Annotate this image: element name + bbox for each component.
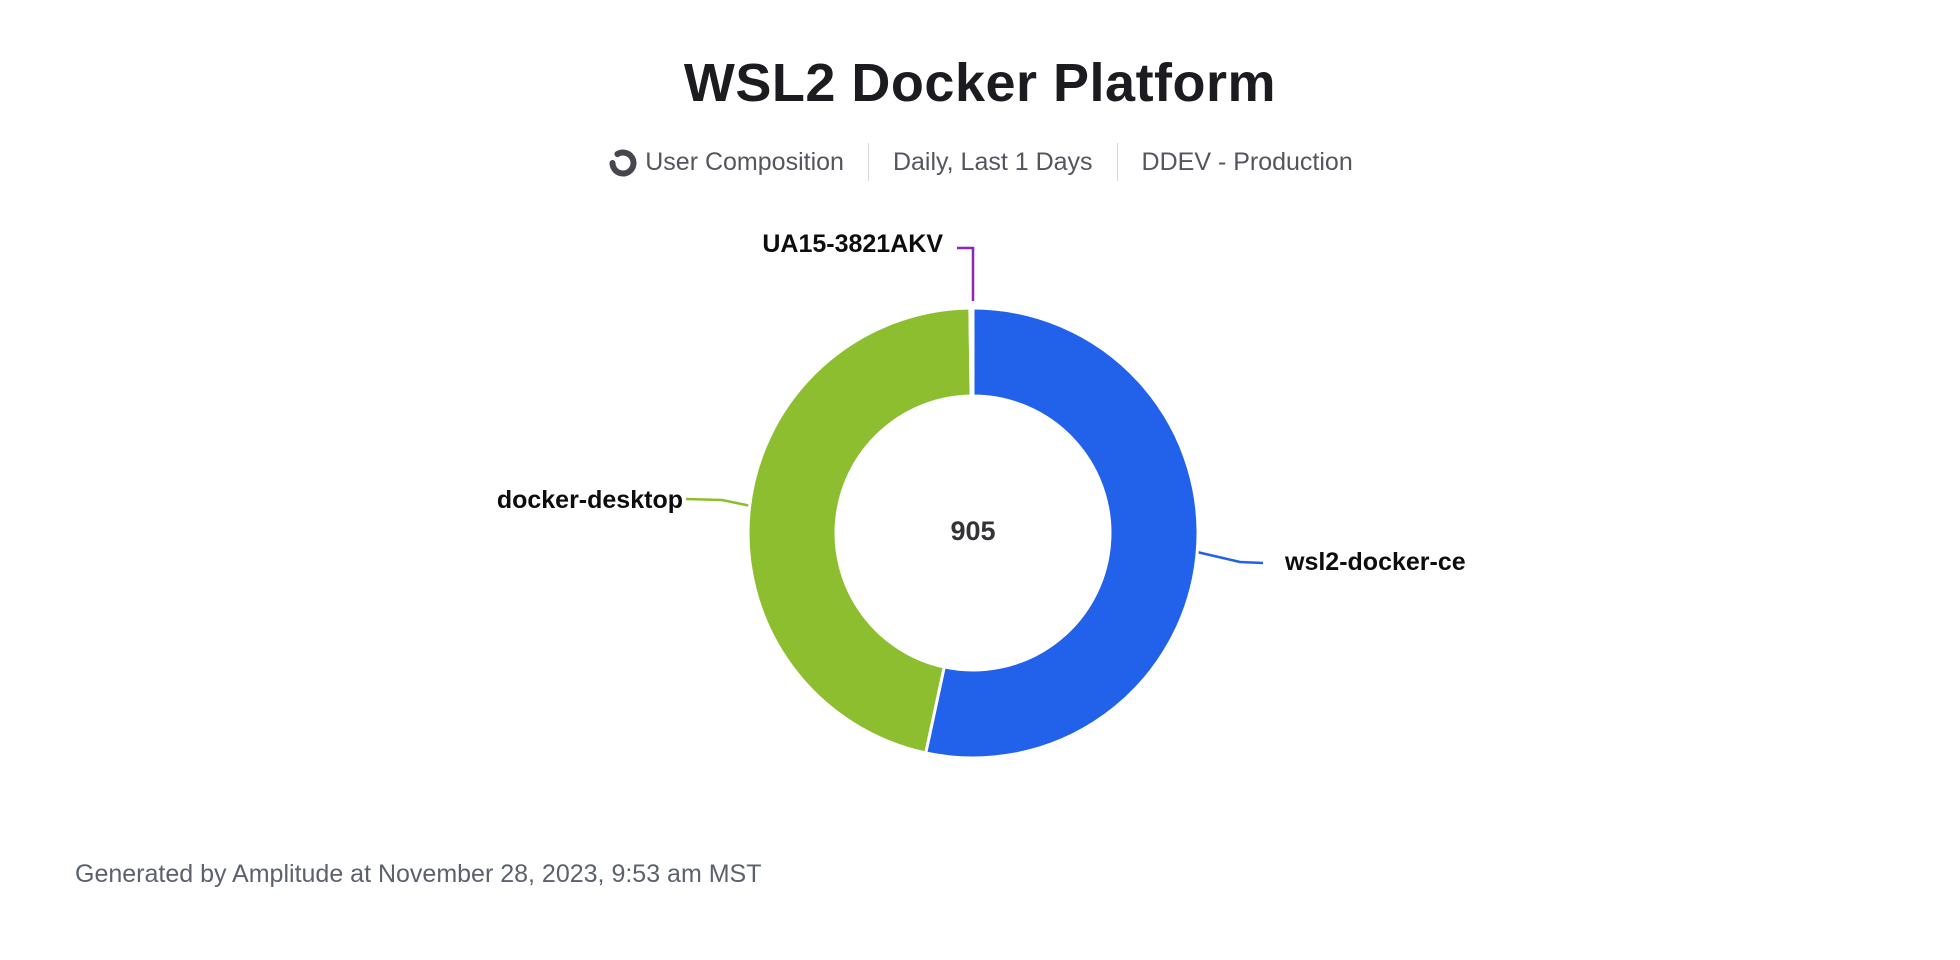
donut-slice-docker-desktop[interactable] [746,306,973,755]
slice-label-wsl2-docker-ce: wsl2-docker-ce [1285,548,1466,576]
leader-line-docker-desktop [685,497,752,508]
donut-chart-icon [607,146,639,178]
donut-slice-wsl2-docker-ce[interactable] [924,306,1200,760]
meta-label-project: DDEV - Production [1141,147,1353,176]
meta-item-user-composition: User Composition [607,146,844,178]
chart-meta-row: User Composition Daily, Last 1 Days DDEV… [0,143,1960,181]
meta-item-project: DDEV - Production [1142,148,1353,177]
meta-label-date-range: Daily, Last 1 Days [892,147,1093,176]
slice-label-ua15: UA15-3821AKV [762,230,943,258]
meta-separator [867,143,869,181]
donut-center-total: 905 [950,516,996,546]
slice-label-docker-desktop: docker-desktop [496,486,683,514]
page-title: WSL2 Docker Platform [683,53,1277,113]
meta-item-date-range: Daily, Last 1 Days [893,148,1093,177]
generated-by-note: Generated by Amplitude at November 28, 2… [75,860,762,888]
meta-separator [1116,143,1118,181]
meta-label-user-composition: User Composition [645,147,844,176]
donut-slice-UA15-3821AKV[interactable] [968,306,975,398]
leader-line-wsl2-docker-ce [1196,550,1264,565]
leader-line-ua15 [957,246,975,301]
